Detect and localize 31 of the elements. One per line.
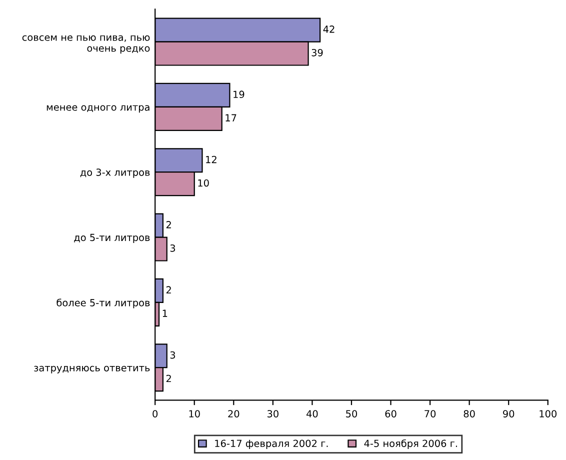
- data-label: 19: [234, 90, 244, 98]
- data-label: 39: [312, 48, 323, 56]
- x-tick-label: 10: [189, 410, 200, 418]
- x-tick-label: 70: [424, 410, 436, 418]
- x-tick-label: 80: [464, 410, 475, 418]
- data-label: 2: [166, 221, 171, 228]
- x-tick-label: 100: [540, 410, 557, 418]
- data-label: 1: [162, 310, 168, 317]
- x-tick-label: 90: [503, 410, 514, 418]
- y-tick-label: затрудняюсь ответить: [34, 366, 150, 374]
- data-label: 3: [170, 244, 176, 252]
- y-tick-label: более 5-ти литров: [56, 298, 150, 308]
- data-label: 42: [323, 26, 334, 33]
- y-tick-label: до 3-х литров: [80, 168, 150, 178]
- legend-label: 16-17 февраля 2002 г.: [215, 440, 328, 449]
- data-label: 3: [170, 351, 176, 359]
- data-label: 12: [206, 156, 216, 164]
- x-tick-label: 0: [152, 410, 158, 418]
- x-tick-label: 30: [267, 410, 278, 418]
- y-tick-label: до 5-ти литров: [74, 234, 150, 243]
- data-label: 17: [226, 114, 236, 122]
- x-tick-label: 50: [346, 410, 358, 418]
- data-label: 2: [166, 374, 171, 382]
- data-label: 2: [166, 286, 171, 294]
- x-tick-label: 20: [228, 410, 240, 418]
- x-tick-label: 40: [306, 410, 318, 418]
- legend-label: 4-5 ноября 2006 г.: [364, 439, 457, 449]
- data-label: 10: [198, 179, 209, 187]
- y-tick-label: совсем не пью пива, пью очень редко: [22, 35, 150, 54]
- y-tick-label: менее одного литра: [46, 105, 150, 113]
- x-tick-label: 60: [385, 410, 396, 418]
